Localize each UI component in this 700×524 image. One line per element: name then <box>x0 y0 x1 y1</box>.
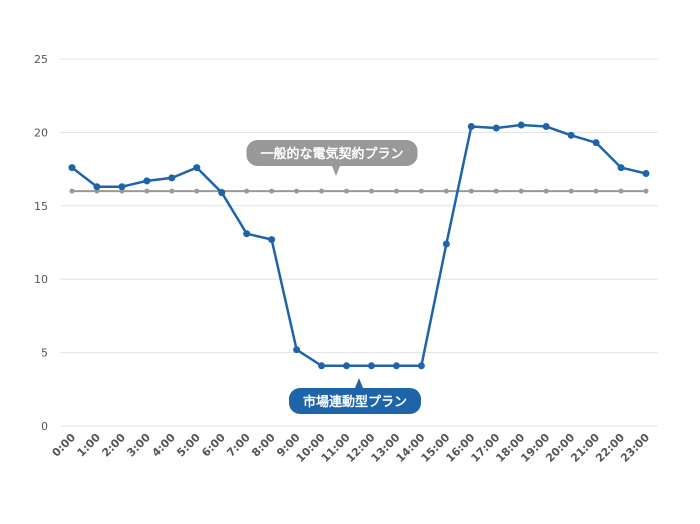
point <box>367 362 375 370</box>
point <box>169 188 175 194</box>
point <box>143 177 151 185</box>
point <box>144 188 150 194</box>
point <box>168 174 176 182</box>
point <box>617 164 625 172</box>
series <box>68 121 650 370</box>
legend-label: 市場連動型プラン <box>303 394 407 410</box>
point <box>392 362 400 370</box>
point <box>69 188 75 194</box>
point <box>443 188 449 194</box>
point <box>642 170 650 178</box>
point <box>194 188 200 194</box>
y-tick-label: 5 <box>41 347 48 360</box>
point <box>393 188 399 194</box>
point <box>567 131 575 139</box>
point <box>269 188 275 194</box>
x-tick-label: 5:00 <box>174 431 203 460</box>
x-tick-label: 1:00 <box>75 431 104 460</box>
point <box>218 189 226 197</box>
point <box>118 183 126 191</box>
point <box>542 123 550 131</box>
point <box>493 188 499 194</box>
point <box>517 121 525 129</box>
x-tick-label: 8:00 <box>249 431 278 460</box>
point <box>243 230 251 238</box>
point <box>467 123 475 131</box>
legend-callout: 市場連動型プラン <box>288 378 422 414</box>
y-tick-label: 25 <box>34 53 48 66</box>
point <box>593 188 599 194</box>
point <box>193 164 201 172</box>
point <box>268 236 276 244</box>
point <box>294 188 300 194</box>
point <box>592 139 600 147</box>
point <box>318 362 326 370</box>
point <box>442 240 450 248</box>
point <box>417 362 425 370</box>
point <box>293 346 301 354</box>
x-tick-label: 6:00 <box>199 431 228 460</box>
y-tick-label: 10 <box>34 273 48 286</box>
legend-callout: 一般的な電気契約プラン <box>246 140 418 176</box>
series <box>69 188 649 194</box>
callout-box <box>246 140 418 166</box>
x-tick-label: 0:00 <box>50 431 79 460</box>
point <box>468 188 474 194</box>
point <box>492 124 500 132</box>
x-tick-label: 3:00 <box>124 431 153 460</box>
x-tick-label: 23:00 <box>618 431 652 465</box>
callout-pointer <box>355 378 363 388</box>
x-tick-label: 4:00 <box>149 431 178 460</box>
x-tick-label: 2:00 <box>99 431 128 460</box>
point <box>68 164 76 172</box>
legend-label: 一般的な電気契約プラン <box>260 146 403 162</box>
y-tick-label: 15 <box>34 200 48 213</box>
point <box>93 183 101 191</box>
point <box>344 188 350 194</box>
point <box>418 188 424 194</box>
callout-box <box>288 388 422 414</box>
point <box>244 188 250 194</box>
y-tick-label: 0 <box>41 420 48 433</box>
point <box>568 188 574 194</box>
point <box>343 362 351 370</box>
x-tick-label: 7:00 <box>224 431 253 460</box>
point <box>319 188 325 194</box>
callout-pointer <box>332 166 340 176</box>
point <box>368 188 374 194</box>
point <box>518 188 524 194</box>
point <box>643 188 649 194</box>
point <box>543 188 549 194</box>
line <box>71 123 647 368</box>
y-tick-label: 20 <box>34 126 48 139</box>
point <box>618 188 624 194</box>
